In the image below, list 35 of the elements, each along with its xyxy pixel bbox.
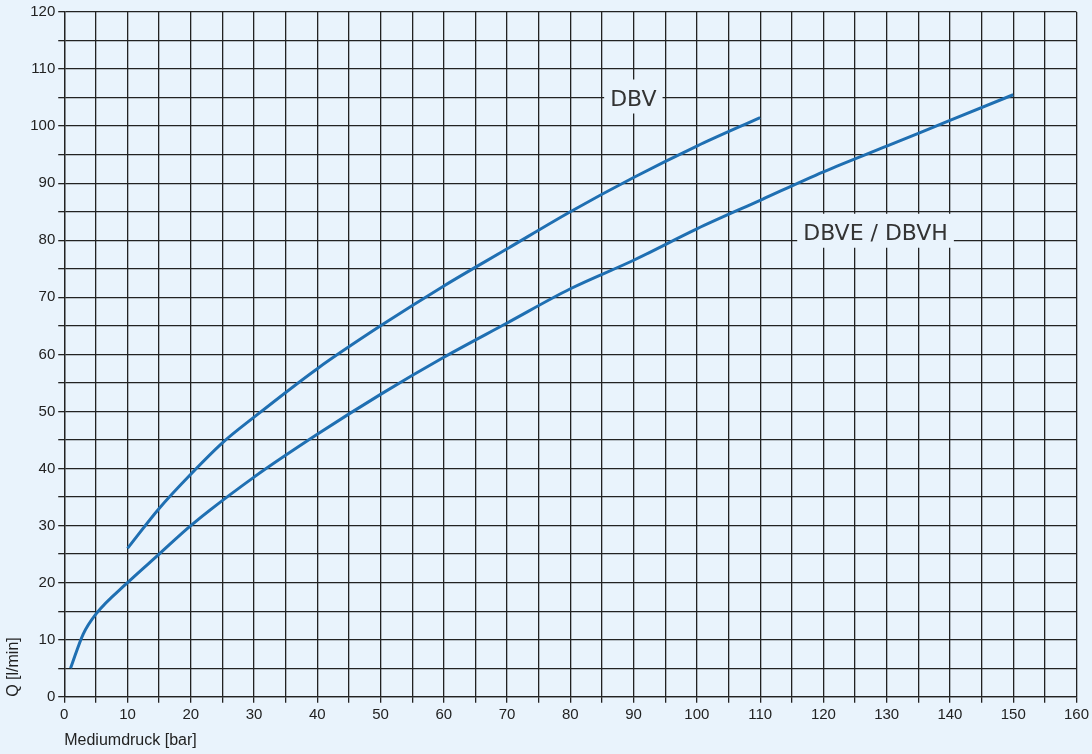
x-tick-label: 150 xyxy=(1000,704,1026,722)
series-label: DBVE / DBVH xyxy=(803,219,948,245)
y-tick-label: 110 xyxy=(31,59,56,77)
y-tick-label: 0 xyxy=(46,686,56,704)
y-tick-label: 20 xyxy=(38,572,56,590)
y-tick-label: 120 xyxy=(30,2,56,20)
y-tick-label: 10 xyxy=(38,629,56,647)
line-series xyxy=(125,116,762,550)
text: DBV xyxy=(610,85,657,111)
y-tick-label: 40 xyxy=(38,458,56,476)
x-tick-label: 40 xyxy=(308,704,326,722)
x-tick-label: 110 xyxy=(748,704,773,722)
y-tick-label: 80 xyxy=(38,230,56,248)
x-tick-label: 70 xyxy=(498,704,516,722)
x-tick-label: 60 xyxy=(435,704,453,722)
y-tick-label: 30 xyxy=(38,515,56,533)
y-tick-label: 50 xyxy=(38,401,56,419)
y-tick-label: 90 xyxy=(38,173,56,191)
x-tick-label: 100 xyxy=(684,704,710,722)
y-tick-label: 100 xyxy=(30,116,56,134)
x-tick-label: 140 xyxy=(937,704,963,722)
y-tick-label: 70 xyxy=(38,287,56,305)
x-tick-label: 160 xyxy=(1063,704,1089,722)
x-tick-label: 90 xyxy=(625,704,642,722)
x-tick-label: 130 xyxy=(874,704,900,722)
x-tick-label: 10 xyxy=(119,704,136,722)
x-axis-title: Mediumdruck [bar] xyxy=(64,730,197,748)
y-axis-title: Q [l/min] xyxy=(4,637,22,697)
x-tick-label: 120 xyxy=(810,704,836,722)
x-tick-label: 0 xyxy=(60,704,69,722)
x-tick-label: 30 xyxy=(245,704,263,722)
x-tick-label: 50 xyxy=(372,704,389,722)
x-tick-label: 20 xyxy=(182,704,200,722)
y-tick-label: 60 xyxy=(38,344,56,362)
x-tick-label: 80 xyxy=(562,704,579,722)
